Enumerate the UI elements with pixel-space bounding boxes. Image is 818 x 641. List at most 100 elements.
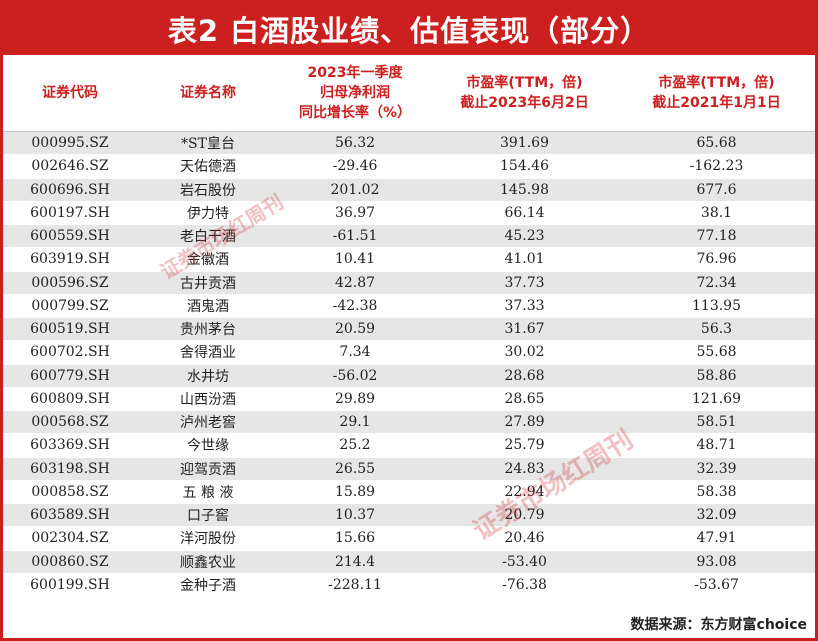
cell-growth: -228.11 [279, 573, 431, 598]
cell-name: 山西汾酒 [137, 387, 279, 412]
header-row: 证券代码 证券名称 2023年一季度 归母净利润 同比增长率（%） 市盈率(TT… [3, 55, 815, 132]
table-row: 603919.SH 金徽酒 10.41 41.01 76.96 [3, 247, 815, 272]
cell-name: 舍得酒业 [137, 340, 279, 365]
cell-name: 洋河股份 [137, 526, 279, 551]
cell-name: 老白干酒 [137, 224, 279, 249]
cell-code: 000568.SZ [3, 410, 137, 435]
cell-pe2021: 58.86 [618, 364, 815, 388]
table-row: 600199.SH 金种子酒 -228.11 -76.38 -53.67 [3, 573, 815, 598]
table-row: 600559.SH 老白干酒 -61.51 45.23 77.18 [3, 224, 815, 249]
cell-pe2021: 65.68 [618, 131, 815, 156]
cell-pe2021: 58.51 [618, 410, 815, 435]
cell-code: 600702.SH [3, 340, 137, 365]
cell-growth: 29.89 [279, 387, 431, 412]
table-row: 603589.SH 口子窖 10.37 20.79 32.09 [3, 503, 815, 528]
cell-pe2023: 41.01 [431, 247, 618, 272]
cell-pe2023: 37.33 [431, 294, 618, 319]
cell-growth: -61.51 [279, 224, 431, 249]
cell-growth: -42.38 [279, 294, 431, 319]
table-row: 600779.SH 水井坊 -56.02 28.68 58.86 [3, 364, 815, 388]
cell-pe2023: 27.89 [431, 410, 618, 435]
cell-pe2023: 45.23 [431, 224, 618, 249]
header-code: 证券代码 [3, 55, 137, 132]
cell-name: 水井坊 [137, 364, 279, 388]
cell-name: 金徽酒 [137, 247, 279, 272]
cell-pe2021: 113.95 [618, 294, 815, 319]
table-row: 600702.SH 舍得酒业 7.34 30.02 55.68 [3, 340, 815, 365]
cell-growth: 214.4 [279, 550, 431, 574]
cell-pe2023: -76.38 [431, 573, 618, 598]
cell-name: 五 粮 液 [137, 480, 279, 505]
cell-name: 金种子酒 [137, 573, 279, 598]
cell-name: 泸州老窖 [137, 410, 279, 435]
cell-code: 002646.SZ [3, 154, 137, 179]
header-growth: 2023年一季度 归母净利润 同比增长率（%） [279, 55, 431, 132]
cell-code: 000858.SZ [3, 480, 137, 505]
cell-growth: 7.34 [279, 340, 431, 365]
cell-code: 603198.SH [3, 457, 137, 481]
cell-growth: 10.41 [279, 247, 431, 272]
cell-pe2021: 32.39 [618, 457, 815, 481]
cell-code: 603369.SH [3, 433, 137, 458]
cell-name: 天佑德酒 [137, 154, 279, 179]
source-note: 数据来源：东方财富choice [630, 617, 807, 633]
cell-code: 600696.SH [3, 178, 137, 202]
cell-code: 002304.SZ [3, 526, 137, 551]
cell-pe2023: 25.79 [431, 433, 618, 458]
header-name: 证券名称 [137, 55, 279, 132]
table-row: 002304.SZ 洋河股份 15.66 20.46 47.91 [3, 526, 815, 551]
cell-growth: 10.37 [279, 503, 431, 528]
table-body: 000995.SZ *ST皇台 56.32 391.69 65.68 002646.SZ 天… [3, 131, 815, 598]
cell-pe2021: 48.71 [618, 433, 815, 458]
cell-pe2021: 77.18 [618, 224, 815, 249]
table-row: 002646.SZ 天佑德酒 -29.46 154.46 -162.23 [3, 154, 815, 179]
cell-name: 伊力特 [137, 201, 279, 226]
cell-growth: 56.32 [279, 131, 431, 156]
cell-name: 顺鑫农业 [137, 550, 279, 574]
cell-code: 000799.SZ [3, 294, 137, 319]
header-pe-2023: 市盈率(TTM，倍) 截止2023年6月2日 [431, 55, 618, 132]
cell-code: 000995.SZ [3, 131, 137, 156]
cell-pe2021: 32.09 [618, 503, 815, 528]
cell-pe2021: 38.1 [618, 201, 815, 226]
cell-name: *ST皇台 [137, 131, 279, 156]
cell-growth: 201.02 [279, 178, 431, 202]
table-row: 600809.SH 山西汾酒 29.89 28.65 121.69 [3, 387, 815, 412]
cell-name: 酒鬼酒 [137, 294, 279, 319]
cell-code: 603589.SH [3, 503, 137, 528]
cell-pe2023: 37.73 [431, 271, 618, 295]
header-pe-2021: 市盈率(TTM，倍) 截止2021年1月1日 [618, 55, 815, 132]
cell-pe2021: 93.08 [618, 550, 815, 574]
cell-pe2021: 121.69 [618, 387, 815, 412]
cell-growth: 25.2 [279, 433, 431, 458]
table-row: 000858.SZ 五 粮 液 15.89 22.94 58.38 [3, 480, 815, 505]
cell-pe2023: 22.94 [431, 480, 618, 505]
cell-code: 000860.SZ [3, 550, 137, 574]
cell-pe2021: 47.91 [618, 526, 815, 551]
cell-growth: 20.59 [279, 317, 431, 342]
cell-pe2023: 28.68 [431, 364, 618, 388]
cell-code: 600197.SH [3, 201, 137, 226]
cell-code: 600809.SH [3, 387, 137, 412]
cell-growth: 42.87 [279, 271, 431, 295]
table-row: 000995.SZ *ST皇台 56.32 391.69 65.68 [3, 131, 815, 156]
cell-name: 古井贡酒 [137, 271, 279, 295]
cell-pe2021: -53.67 [618, 573, 815, 598]
cell-pe2021: 55.68 [618, 340, 815, 365]
table-row: 603369.SH 今世缘 25.2 25.79 48.71 [3, 433, 815, 458]
table-row: 600197.SH 伊力特 36.97 66.14 38.1 [3, 201, 815, 226]
cell-growth: -56.02 [279, 364, 431, 388]
cell-pe2021: 72.34 [618, 271, 815, 295]
valuation-table: 证券代码 证券名称 2023年一季度 归母净利润 同比增长率（%） 市盈率(TT… [3, 55, 815, 598]
cell-name: 岩石股份 [137, 178, 279, 202]
cell-pe2023: 30.02 [431, 340, 618, 365]
cell-name: 口子窖 [137, 503, 279, 528]
table-title: 表2 白酒股业绩、估值表现（部分） [3, 3, 815, 55]
cell-pe2021: 56.3 [618, 317, 815, 342]
table-row: 000568.SZ 泸州老窖 29.1 27.89 58.51 [3, 410, 815, 435]
cell-name: 迎驾贡酒 [137, 457, 279, 481]
cell-pe2023: 20.46 [431, 526, 618, 551]
cell-pe2023: -53.40 [431, 550, 618, 574]
cell-code: 600779.SH [3, 364, 137, 388]
